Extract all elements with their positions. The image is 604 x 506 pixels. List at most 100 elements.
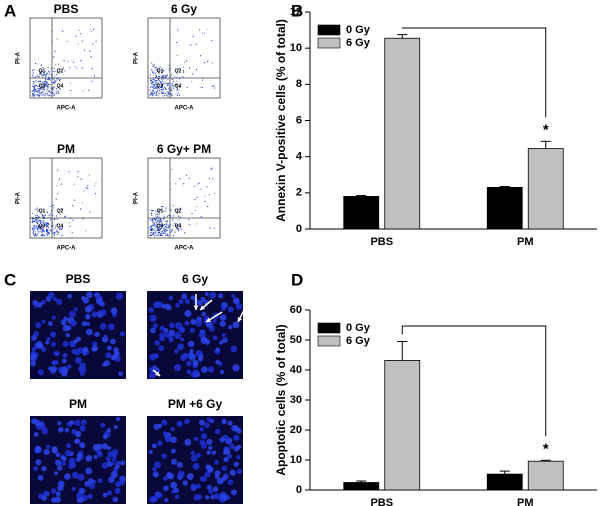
event-dot [56,78,58,80]
event-dot [95,40,97,42]
nucleus [61,461,66,466]
nucleus [152,467,157,472]
event-dot [38,231,40,233]
event-dot [159,80,161,83]
nucleus [107,323,115,331]
event-dot [155,84,157,86]
nucleus [99,323,107,330]
y-axis-label: PI-A [134,191,140,204]
nucleus [33,431,39,437]
nucleus [104,360,110,367]
nucleus [74,419,81,427]
event-dot [49,230,51,232]
nucleus [149,314,157,322]
event-dot [38,89,40,91]
event-dot [158,227,160,229]
nucleus [204,495,210,500]
event-dot [33,69,35,71]
event-dot [164,92,167,95]
nucleus [192,369,199,376]
panel-label: B [291,1,303,20]
event-dot [152,209,154,212]
event-dot [88,89,90,91]
nucleus [55,491,61,497]
event-dot [176,54,178,56]
event-dot [152,84,154,86]
event-dot [41,94,43,96]
event-dot [212,178,214,180]
nucleus [61,456,67,462]
event-dot [34,81,36,83]
event-dot [34,220,36,222]
event-dot [151,92,153,94]
nucleus [174,332,182,340]
event-dot [158,235,160,237]
event-dot [77,170,79,173]
nucleus [100,422,106,428]
event-dot [82,90,84,92]
event-dot [42,66,44,69]
event-dot [152,81,154,83]
event-dot [39,72,41,74]
image-title: PM +6 Gy [168,397,223,411]
event-dot [155,218,157,220]
nucleus [85,467,93,475]
event-dot [161,86,163,88]
event-dot [44,80,47,82]
event-dot [168,64,170,66]
event-dot [50,81,52,83]
bar [384,37,421,230]
event-dot [38,209,40,211]
nucleus [232,297,240,304]
event-dot [69,67,71,69]
event-dot [162,89,164,92]
event-dot [47,88,49,90]
event-dot [149,235,151,237]
event-dot [158,216,160,218]
arrow-head [193,305,199,310]
event-dot [37,226,39,228]
nucleus [84,313,91,320]
event-dot [73,183,75,185]
event-dot [158,231,161,233]
event-dot [41,224,44,227]
event-dot [43,81,46,83]
legend-swatch [317,335,341,347]
nucleus [38,343,44,349]
event-dot [166,226,168,229]
event-dot [42,222,44,224]
nucleus [196,483,201,489]
nucleus [162,431,168,436]
event-dot [164,210,166,212]
nucleus [229,469,236,476]
event-dot [57,232,59,234]
nucleus [153,423,160,430]
nucleus [106,428,112,433]
event-dot [46,233,48,235]
nucleus [30,360,36,367]
event-dot [45,83,47,86]
event-dot [211,62,214,64]
nucleus [213,493,221,500]
event-dot [40,231,42,233]
event-dot [35,79,37,82]
event-dot [174,222,176,225]
nucleus [96,297,104,305]
event-dot [62,67,65,69]
event-dot [196,196,198,199]
nucleus [47,291,55,299]
nucleus [165,304,172,311]
event-dot [46,223,48,225]
event-dot [196,223,198,225]
nucleus [219,320,226,327]
event-dot [210,168,212,170]
event-dot [157,234,159,236]
nucleus [99,309,107,317]
event-dot [208,177,211,179]
event-dot [167,224,169,226]
event-dot [31,227,33,230]
event-dot [58,67,60,70]
plot-frame [29,17,103,99]
nucleus [189,327,195,333]
event-dot [150,91,152,93]
